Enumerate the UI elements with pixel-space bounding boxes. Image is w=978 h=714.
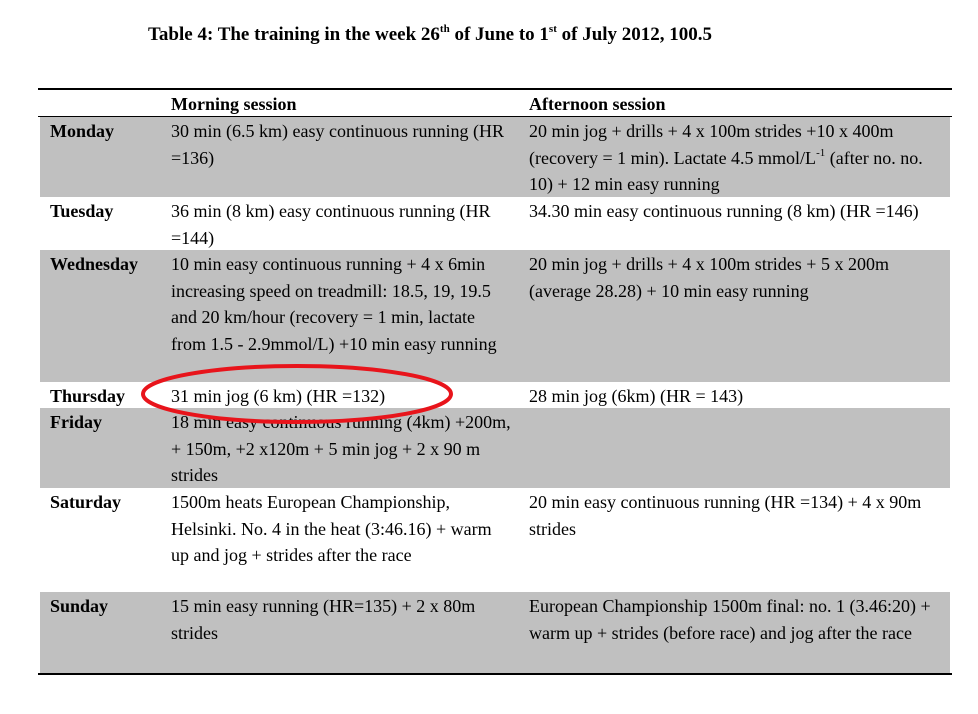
- title-text: of June to 1: [449, 24, 549, 45]
- day-label: Sunday: [50, 596, 109, 616]
- bottom-rule: [38, 673, 952, 675]
- table-row: Friday 18 min easy continuous running (4k…: [40, 408, 950, 488]
- column-header: Morning session: [171, 94, 297, 114]
- superscript: -1: [816, 146, 826, 159]
- table-row: Saturday 1500m heats European Championshi…: [40, 488, 950, 592]
- table-title: Table 4: The training in the week 26th o…: [148, 24, 712, 46]
- table-row: Thursday 31 min jog (6 km) (HR =132) 28 mi…: [40, 382, 950, 408]
- title-text: Table 4: The training in the week 26: [148, 24, 440, 45]
- morning-cell: 18 min easy continuous running (4km) +20…: [171, 412, 511, 485]
- day-label: Friday: [50, 412, 102, 432]
- afternoon-cell: 20 min jog + drills + 4 x 100m strides +…: [529, 254, 889, 301]
- header-rule: [38, 116, 952, 117]
- day-label: Saturday: [50, 492, 122, 512]
- afternoon-cell: European Championship 1500m final: no. 1…: [529, 596, 931, 643]
- table-row: Tuesday 36 min (8 km) easy continuous run…: [40, 197, 950, 250]
- morning-cell: 1500m heats European Championship, Helsi…: [171, 492, 492, 565]
- column-header: Afternoon session: [529, 94, 666, 114]
- afternoon-cell: 20 min jog + drills + 4 x 100m strides +…: [529, 118, 944, 198]
- title-text: of July 2012, 100.5: [556, 24, 713, 45]
- header-row: Morning session Afternoon session: [40, 90, 950, 116]
- title-sup: st: [548, 23, 557, 35]
- morning-cell: 36 min (8 km) easy continuous running (H…: [171, 201, 491, 248]
- morning-cell: 10 min easy continuous running + 4 x 6mi…: [171, 254, 497, 354]
- text-part: 20 min jog + drills + 4 x 100m strides +…: [529, 121, 894, 168]
- text-part: (after no. no. 10) + 12 min easy running: [529, 147, 923, 195]
- afternoon-cell: 34.30 min easy continuous running (8 km)…: [529, 201, 919, 221]
- afternoon-cell: 20 min easy continuous running (HR =134)…: [529, 492, 922, 539]
- top-rule: [38, 88, 952, 90]
- day-label: Thursday: [50, 386, 126, 406]
- table-row: Sunday 15 min easy running (HR=135) + 2 x…: [40, 592, 950, 673]
- day-label: Tuesday: [50, 201, 114, 221]
- title-sup: th: [439, 23, 450, 35]
- day-label: Wednesday: [50, 254, 139, 274]
- day-label: Monday: [50, 121, 115, 141]
- afternoon-cell: 28 min jog (6km) (HR = 143): [529, 386, 744, 406]
- morning-cell: 30 min (6.5 km) easy continuous running …: [171, 121, 504, 168]
- morning-cell: 31 min jog (6 km) (HR =132): [171, 386, 386, 406]
- table-row: Wednesday 10 min easy continuous running …: [40, 250, 950, 382]
- table-row: Monday 30 min (6.5 km) easy continuous ru…: [40, 117, 950, 197]
- morning-cell: 15 min easy running (HR=135) + 2 x 80m s…: [171, 596, 476, 643]
